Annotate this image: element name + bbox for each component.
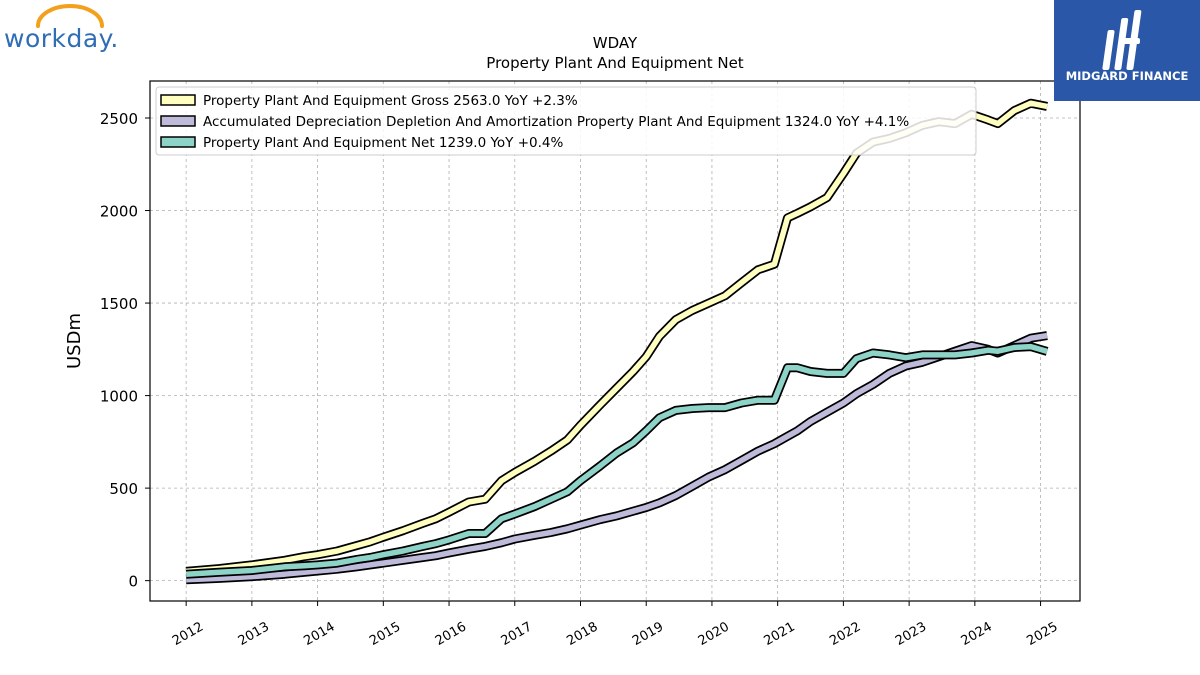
workday-logo-text: workday.	[4, 24, 119, 53]
legend-swatch	[160, 115, 196, 127]
plot-frame	[149, 80, 1081, 602]
y-tick-label: 2000	[100, 203, 138, 221]
x-tick-label: 2022	[827, 619, 863, 649]
legend-swatch	[160, 136, 196, 148]
x-tick-label: 2025	[1024, 619, 1060, 649]
series-line-0	[185, 100, 1048, 575]
sunrise-arc-icon	[36, 4, 104, 28]
legend-entry-label: Accumulated Depreciation Depletion And A…	[203, 114, 909, 130]
x-tick-label: 2017	[499, 619, 535, 649]
series-line-outline-0	[185, 98, 1048, 576]
x-tick-label: 2024	[959, 619, 995, 649]
x-tick-label: 2021	[762, 619, 798, 649]
legend-swatch	[160, 94, 196, 106]
midgard-emblem-icon	[1102, 10, 1142, 70]
midgard-logo-text: MIDGARD FINANCE	[1065, 69, 1189, 83]
y-axis-label: USDm	[64, 313, 85, 369]
y-tick-label: 500	[109, 480, 138, 498]
legend-entry-label: Property Plant And Equipment Gross 2563.…	[203, 93, 578, 109]
legend-entry-label: Property Plant And Equipment Net 1239.0 …	[203, 135, 563, 151]
series-line-2	[185, 343, 1048, 577]
x-tick-label: 2020	[696, 619, 732, 649]
x-tick-label: 2016	[433, 619, 469, 649]
legend: Property Plant And Equipment Gross 2563.…	[155, 86, 977, 156]
x-tick-label: 2018	[564, 619, 600, 649]
x-tick-label: 2015	[367, 619, 403, 649]
x-tick-label: 2013	[236, 619, 272, 649]
y-tick-label: 0	[128, 573, 138, 591]
y-tick-label: 1000	[100, 388, 138, 406]
workday-logo: workday.	[4, 4, 136, 58]
x-tick-label: 2012	[170, 619, 206, 649]
grid-lines	[150, 81, 1080, 601]
series-line-outline-2	[185, 342, 1049, 579]
chart-subtitle: Property Plant And Equipment Net	[486, 54, 743, 72]
x-tick-label: 2023	[893, 619, 929, 649]
y-tick-label: 2500	[100, 110, 138, 128]
midgard-finance-logo: MIDGARD FINANCE	[1054, 0, 1200, 101]
series-layer	[185, 98, 1049, 585]
series-line-1	[185, 332, 1048, 583]
y-tick-label: 1500	[100, 295, 138, 313]
legend-box	[155, 86, 977, 156]
x-tick-label: 2019	[630, 619, 666, 649]
x-tick-label: 2014	[301, 619, 337, 649]
chart-title: WDAY	[593, 34, 638, 52]
